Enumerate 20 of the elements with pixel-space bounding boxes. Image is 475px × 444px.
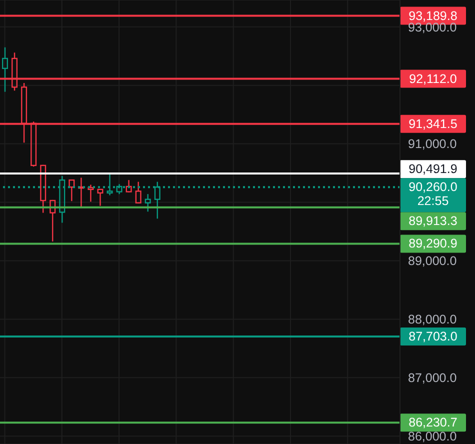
- ref-line-label: 89,913.3: [408, 214, 458, 228]
- ref-line-label: 91,341.5: [408, 116, 458, 131]
- ref-line-label: 90,260.0: [408, 180, 458, 194]
- candlestick: [78, 177, 84, 208]
- text: 22:55: [417, 194, 449, 208]
- ref-line-label: 89,290.9: [408, 236, 458, 251]
- candlestick: [68, 179, 75, 202]
- y-tick-label: 91,000.0: [408, 137, 457, 152]
- ref-line-label: 92,112.0: [409, 72, 457, 86]
- ref-line-label: 86,230.7: [408, 416, 458, 430]
- candlestick: [88, 184, 94, 202]
- y-tick-label: 87,000.0: [408, 371, 457, 386]
- y-tick-label: 89,000.0: [408, 254, 457, 268]
- ref-line-label: 90,491.9: [408, 162, 458, 176]
- ref-line-label: 93,189.8: [408, 8, 458, 23]
- candlestick: [97, 188, 104, 206]
- y-tick-label: 88,000.0: [408, 312, 457, 327]
- y-tick-label: 86,000.0: [408, 430, 457, 444]
- candlestick: [2, 46, 8, 92]
- ref-line-label: 87,703.0: [408, 330, 458, 344]
